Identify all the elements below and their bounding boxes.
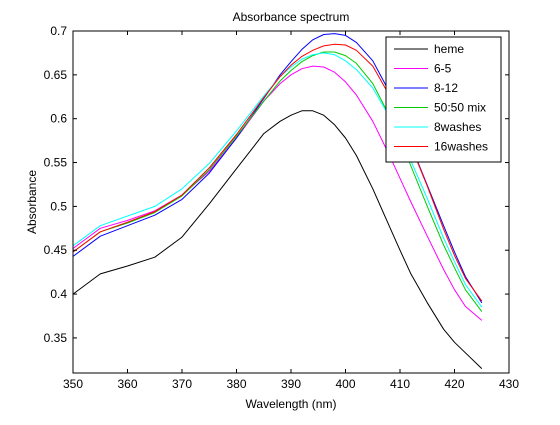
legend-box bbox=[385, 36, 502, 163]
x-tick-label: 410 bbox=[390, 377, 410, 391]
legend: heme 6-5 8-12 50:50 mix 8washes 16washes bbox=[385, 36, 502, 163]
y-axis-label: Absorbance bbox=[25, 170, 39, 234]
x-tick-label: 400 bbox=[335, 377, 355, 391]
tick-layer: 350 360 370 380 390 400 410 420 430 0.35 0.4 0.45 0.… bbox=[44, 24, 520, 391]
series-line-16washes bbox=[72, 43, 483, 302]
y-tick-label: 0.35 bbox=[44, 331, 68, 345]
x-tick-label: 350 bbox=[63, 377, 83, 391]
y-tick-label: 0.45 bbox=[44, 243, 68, 257]
series-line-50-50-mix bbox=[72, 51, 483, 312]
y-tick-label: 0.7 bbox=[50, 24, 67, 38]
x-tick-label: 430 bbox=[499, 377, 519, 391]
legend-label: heme bbox=[434, 42, 464, 56]
legend-label: 50:50 mix bbox=[434, 101, 486, 115]
x-tick-label: 360 bbox=[117, 377, 137, 391]
x-tick-label: 420 bbox=[444, 377, 464, 391]
legend-label: 16washes bbox=[434, 140, 488, 154]
series-layer bbox=[72, 33, 483, 369]
y-tick-label: 0.4 bbox=[50, 287, 67, 301]
x-axis-label: Wavelength (nm) bbox=[246, 397, 337, 411]
series-line-heme bbox=[72, 110, 483, 369]
legend-label: 8-12 bbox=[434, 81, 458, 95]
y-tick-label: 0.55 bbox=[44, 156, 68, 170]
x-tick-label: 380 bbox=[226, 377, 246, 391]
y-tick-label: 0.5 bbox=[50, 199, 67, 213]
legend-label: 6-5 bbox=[434, 62, 452, 76]
x-tick-label: 390 bbox=[281, 377, 301, 391]
legend-label: 8washes bbox=[434, 120, 481, 134]
chart-title: Absorbance spectrum bbox=[233, 10, 350, 24]
x-tick-label: 370 bbox=[172, 377, 192, 391]
y-tick-label: 0.6 bbox=[50, 112, 67, 126]
y-tick-label: 0.65 bbox=[44, 68, 68, 82]
series-line-8washes bbox=[72, 52, 483, 308]
